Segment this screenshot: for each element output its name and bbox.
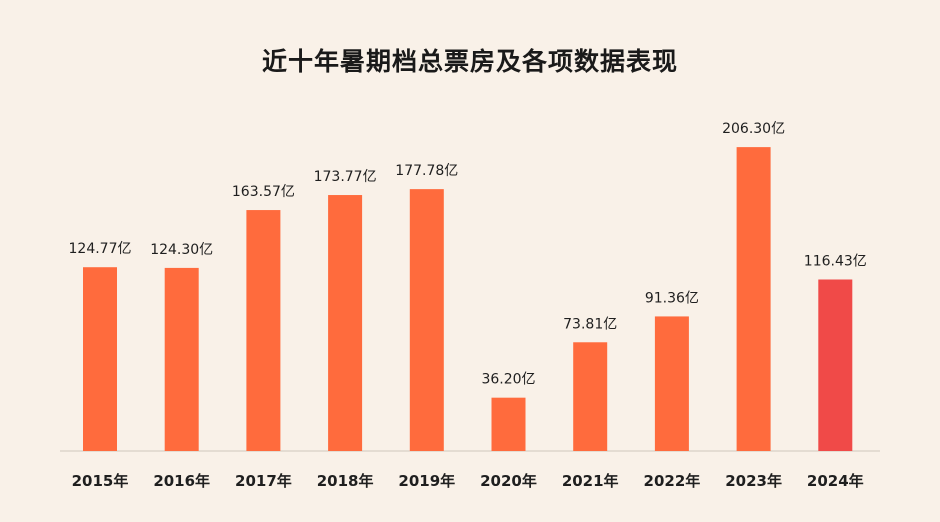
bar-2018年	[328, 195, 363, 451]
bar-value-label: 124.30亿	[150, 242, 213, 258]
bar-value-label: 206.30亿	[722, 121, 785, 137]
x-tick-label: 2020年	[480, 472, 537, 490]
x-tick-label: 2018年	[317, 472, 374, 490]
bar-2023年	[736, 147, 771, 451]
bar-value-label: 177.78亿	[395, 163, 458, 179]
bar-2016年	[164, 267, 199, 451]
bar-value-label: 91.36亿	[645, 290, 699, 306]
x-tick-label: 2022年	[644, 472, 701, 490]
chart-title: 近十年暑期档总票房及各项数据表现	[261, 47, 678, 76]
bar-value-label: 36.20亿	[481, 372, 535, 388]
bar-value-label: 173.77亿	[314, 169, 377, 185]
bar-2019年	[409, 189, 444, 451]
bar-value-label: 163.57亿	[232, 184, 295, 200]
bar-2017年	[246, 210, 281, 451]
bar-value-label: 116.43亿	[804, 253, 867, 269]
bar-value-label: 124.77亿	[69, 241, 132, 257]
bar-value-label: 73.81亿	[563, 316, 617, 332]
x-tick-label: 2015年	[72, 472, 129, 490]
x-tick-label: 2019年	[398, 472, 455, 490]
bar-2020年	[491, 397, 526, 451]
bar-2021年	[573, 342, 608, 451]
bar-2024年	[818, 279, 853, 451]
x-tick-label: 2016年	[153, 472, 210, 490]
bar-2022年	[654, 316, 689, 451]
x-tick-label: 2024年	[807, 472, 864, 490]
x-tick-label: 2021年	[562, 472, 619, 490]
bar-2015年	[83, 267, 117, 451]
x-tick-label: 2017年	[235, 472, 292, 490]
x-tick-label: 2023年	[725, 472, 782, 490]
